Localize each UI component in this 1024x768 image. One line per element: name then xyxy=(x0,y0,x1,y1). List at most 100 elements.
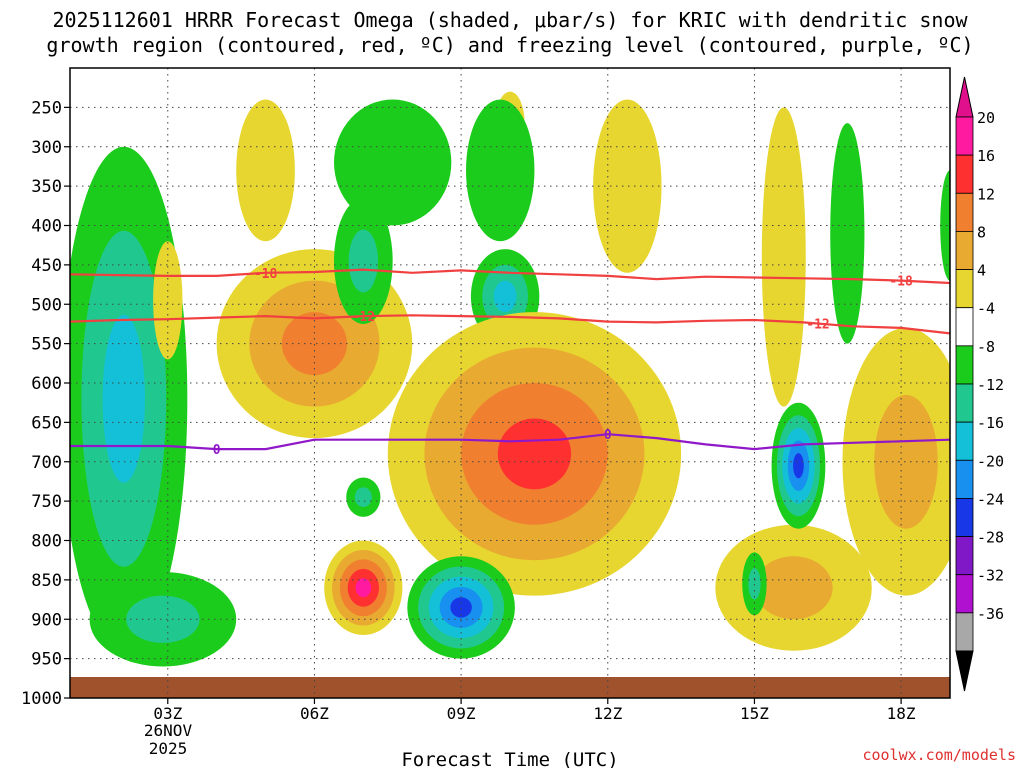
y-tick-label-550: 550 xyxy=(31,335,62,355)
colorbar-top-arrow xyxy=(955,76,974,118)
colorbar-label-1: 16 xyxy=(977,147,995,165)
colorbar-label-6: -8 xyxy=(977,338,995,356)
colorbar-label-3: 8 xyxy=(977,223,986,241)
chart-title-line2: growth region (contoured, red, ºC) and f… xyxy=(46,33,973,57)
contour-label-dgz-top-1: -18 xyxy=(889,275,913,290)
omega-level-0 xyxy=(466,99,535,242)
omega-level-2 xyxy=(102,314,145,483)
chart-title-line1: 2025112601 HRRR Forecast Omega (shaded, … xyxy=(52,8,968,32)
x-tick-label-09Z: 09Z xyxy=(447,704,476,723)
colorbar-label-8: -16 xyxy=(977,414,1004,432)
x-tick-label-18Z: 18Z xyxy=(887,704,916,723)
colorbar: 20 16 12 8 4 -4 -8 -12 -16 -20 -24 -28 -32 -36 xyxy=(955,76,1004,692)
colorbar-bin-13 xyxy=(955,612,974,652)
omega-level-4 xyxy=(355,578,372,598)
date-label-line1: 26NOV xyxy=(144,721,193,740)
omega-level-0 xyxy=(940,170,950,281)
omega-feature-yellow-tall-12z xyxy=(593,99,662,273)
omega-level-1 xyxy=(754,556,833,620)
x-axis: 03Z 06Z 09Z 12Z 15Z 18Z xyxy=(153,698,916,723)
y-tick-label-300: 300 xyxy=(31,138,62,158)
grid-lines xyxy=(70,68,950,698)
omega-feature-yellow-low-16z xyxy=(715,524,872,651)
y-tick-label-750: 750 xyxy=(31,492,62,512)
colorbar-bin-2 xyxy=(955,192,974,232)
omega-feature-hot-cell-07z xyxy=(324,540,403,635)
x-tick-label-06Z: 06Z xyxy=(300,704,329,723)
omega-level-0 xyxy=(593,99,662,273)
x-tick-label-15Z: 15Z xyxy=(740,704,769,723)
y-tick-label-600: 600 xyxy=(31,374,62,394)
omega-level-2 xyxy=(493,280,517,313)
y-tick-label-800: 800 xyxy=(31,532,62,552)
temperature-contours: -18 -18 -12 -12 0 0 xyxy=(70,267,950,458)
credit-text: coolwx.com/models xyxy=(862,746,1016,764)
omega-level-0 xyxy=(334,99,452,226)
omega-feature-green-edge-19z xyxy=(940,170,950,281)
omega-feature-yellow-top-05z xyxy=(236,99,295,242)
y-tick-label-1000: 1000 xyxy=(21,689,62,709)
y-tick-label-700: 700 xyxy=(31,453,62,473)
contour-line-freezing-level xyxy=(70,433,950,451)
y-tick-label-850: 850 xyxy=(31,571,62,591)
omega-feature-green-top-07z xyxy=(334,99,452,226)
colorbar-label-2: 12 xyxy=(977,185,995,203)
omega-level-0 xyxy=(153,241,183,360)
colorbar-label-13: -36 xyxy=(977,605,1004,623)
colorbar-bin-1 xyxy=(955,154,974,194)
y-tick-label-950: 950 xyxy=(31,650,62,670)
omega-feature-yellow-blob-03z xyxy=(153,241,183,360)
y-tick-label-250: 250 xyxy=(31,98,62,118)
y-tick-label-450: 450 xyxy=(31,256,62,276)
colorbar-bin-8 xyxy=(955,421,974,461)
colorbar-label-12: -32 xyxy=(977,567,1004,585)
omega-feature-yellow-right-18z xyxy=(842,327,950,596)
colorbar-label-11: -28 xyxy=(977,529,1004,547)
y-tick-label-400: 400 xyxy=(31,217,62,237)
omega-feature-green-mid-07z xyxy=(334,197,393,324)
colorbar-label-5: -4 xyxy=(977,300,995,318)
x-tick-label-12Z: 12Z xyxy=(593,704,622,723)
omega-feature-blue-cell-09z xyxy=(407,556,515,659)
colorbar-bin-3 xyxy=(955,231,974,270)
omega-level-3 xyxy=(497,418,572,490)
omega-level-1 xyxy=(348,229,379,293)
y-tick-label-900: 900 xyxy=(31,610,62,630)
colorbar-label-10: -24 xyxy=(977,490,1004,508)
omega-feature-green-top-10z xyxy=(466,99,535,242)
colorbar-label-9: -20 xyxy=(977,452,1004,470)
omega-level-2 xyxy=(281,312,348,376)
omega-feature-green-col-17z xyxy=(830,123,865,344)
omega-feature-green-low-03z xyxy=(89,572,237,667)
contour-line-dgz-bottom xyxy=(70,314,950,335)
omega-feature-yellow-col-15z xyxy=(761,107,806,407)
contour-line-dgz-top xyxy=(70,268,950,285)
ground-strip xyxy=(70,677,950,698)
omega-level-4 xyxy=(450,597,472,618)
colorbar-label-0: 20 xyxy=(977,109,995,127)
colorbar-bin-9 xyxy=(955,459,974,499)
omega-level-0 xyxy=(236,99,295,242)
y-axis: 250 300 350 400 450 500 550 600 650 700 750 800 850 9… xyxy=(21,98,70,709)
omega-feature-yellow-big-10z xyxy=(387,312,682,596)
colorbar-bin-6 xyxy=(955,345,974,385)
colorbar-bin-0 xyxy=(955,116,974,156)
date-label-line2: 2025 xyxy=(149,739,188,758)
colorbar-label-7: -12 xyxy=(977,376,1004,394)
colorbar-bin-4 xyxy=(955,269,974,309)
colorbar-bin-7 xyxy=(955,383,974,423)
y-tick-label-650: 650 xyxy=(31,413,62,433)
colorbar-bottom-arrow xyxy=(955,650,974,692)
y-tick-label-350: 350 xyxy=(31,177,62,197)
omega-feature-green-cell-16z xyxy=(771,402,826,529)
omega-feature-green-small-07z xyxy=(346,477,381,517)
x-axis-title: Forecast Time (UTC) xyxy=(401,749,618,768)
colorbar-bin-10 xyxy=(955,498,974,537)
omega-level-1 xyxy=(748,568,761,600)
omega-level-1 xyxy=(126,595,200,643)
colorbar-bin-11 xyxy=(955,536,974,576)
x-tick-label-03Z: 03Z xyxy=(153,704,182,723)
colorbar-bin-12 xyxy=(955,574,974,614)
contour-label-freezing-level-0: 0 xyxy=(213,443,221,458)
